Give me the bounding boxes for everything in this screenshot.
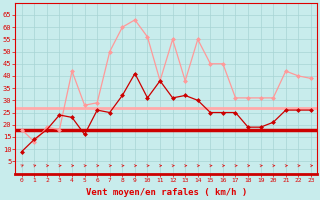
X-axis label: Vent moyen/en rafales ( km/h ): Vent moyen/en rafales ( km/h ) <box>86 188 247 197</box>
